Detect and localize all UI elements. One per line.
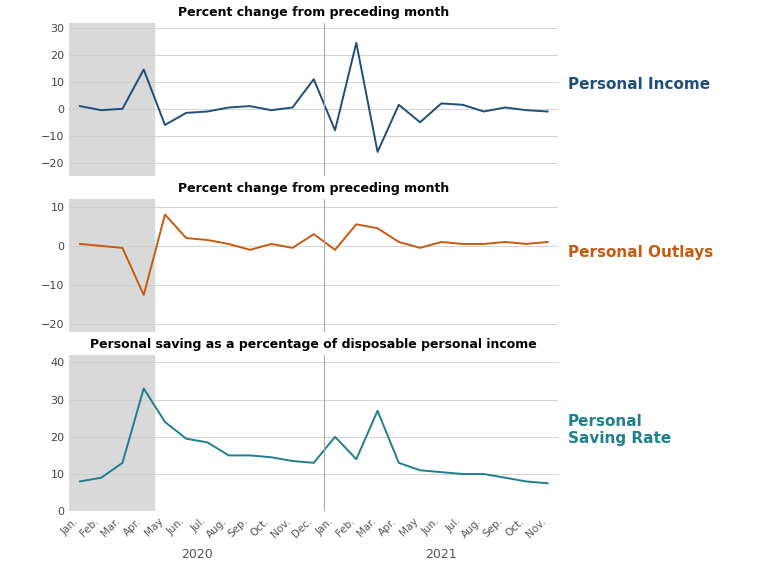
Bar bbox=[69, 199, 154, 332]
Title: Percent change from preceding month: Percent change from preceding month bbox=[178, 6, 450, 19]
Text: 2021: 2021 bbox=[426, 548, 457, 561]
Text: Personal Outlays: Personal Outlays bbox=[568, 245, 713, 260]
Title: Personal saving as a percentage of disposable personal income: Personal saving as a percentage of dispo… bbox=[90, 338, 537, 351]
Bar bbox=[69, 23, 154, 176]
Title: Percent change from preceding month: Percent change from preceding month bbox=[178, 182, 450, 195]
Text: Personal
Saving Rate: Personal Saving Rate bbox=[568, 414, 671, 446]
Text: 2020: 2020 bbox=[181, 548, 213, 561]
Bar bbox=[69, 355, 154, 511]
Text: Personal Income: Personal Income bbox=[568, 77, 710, 91]
